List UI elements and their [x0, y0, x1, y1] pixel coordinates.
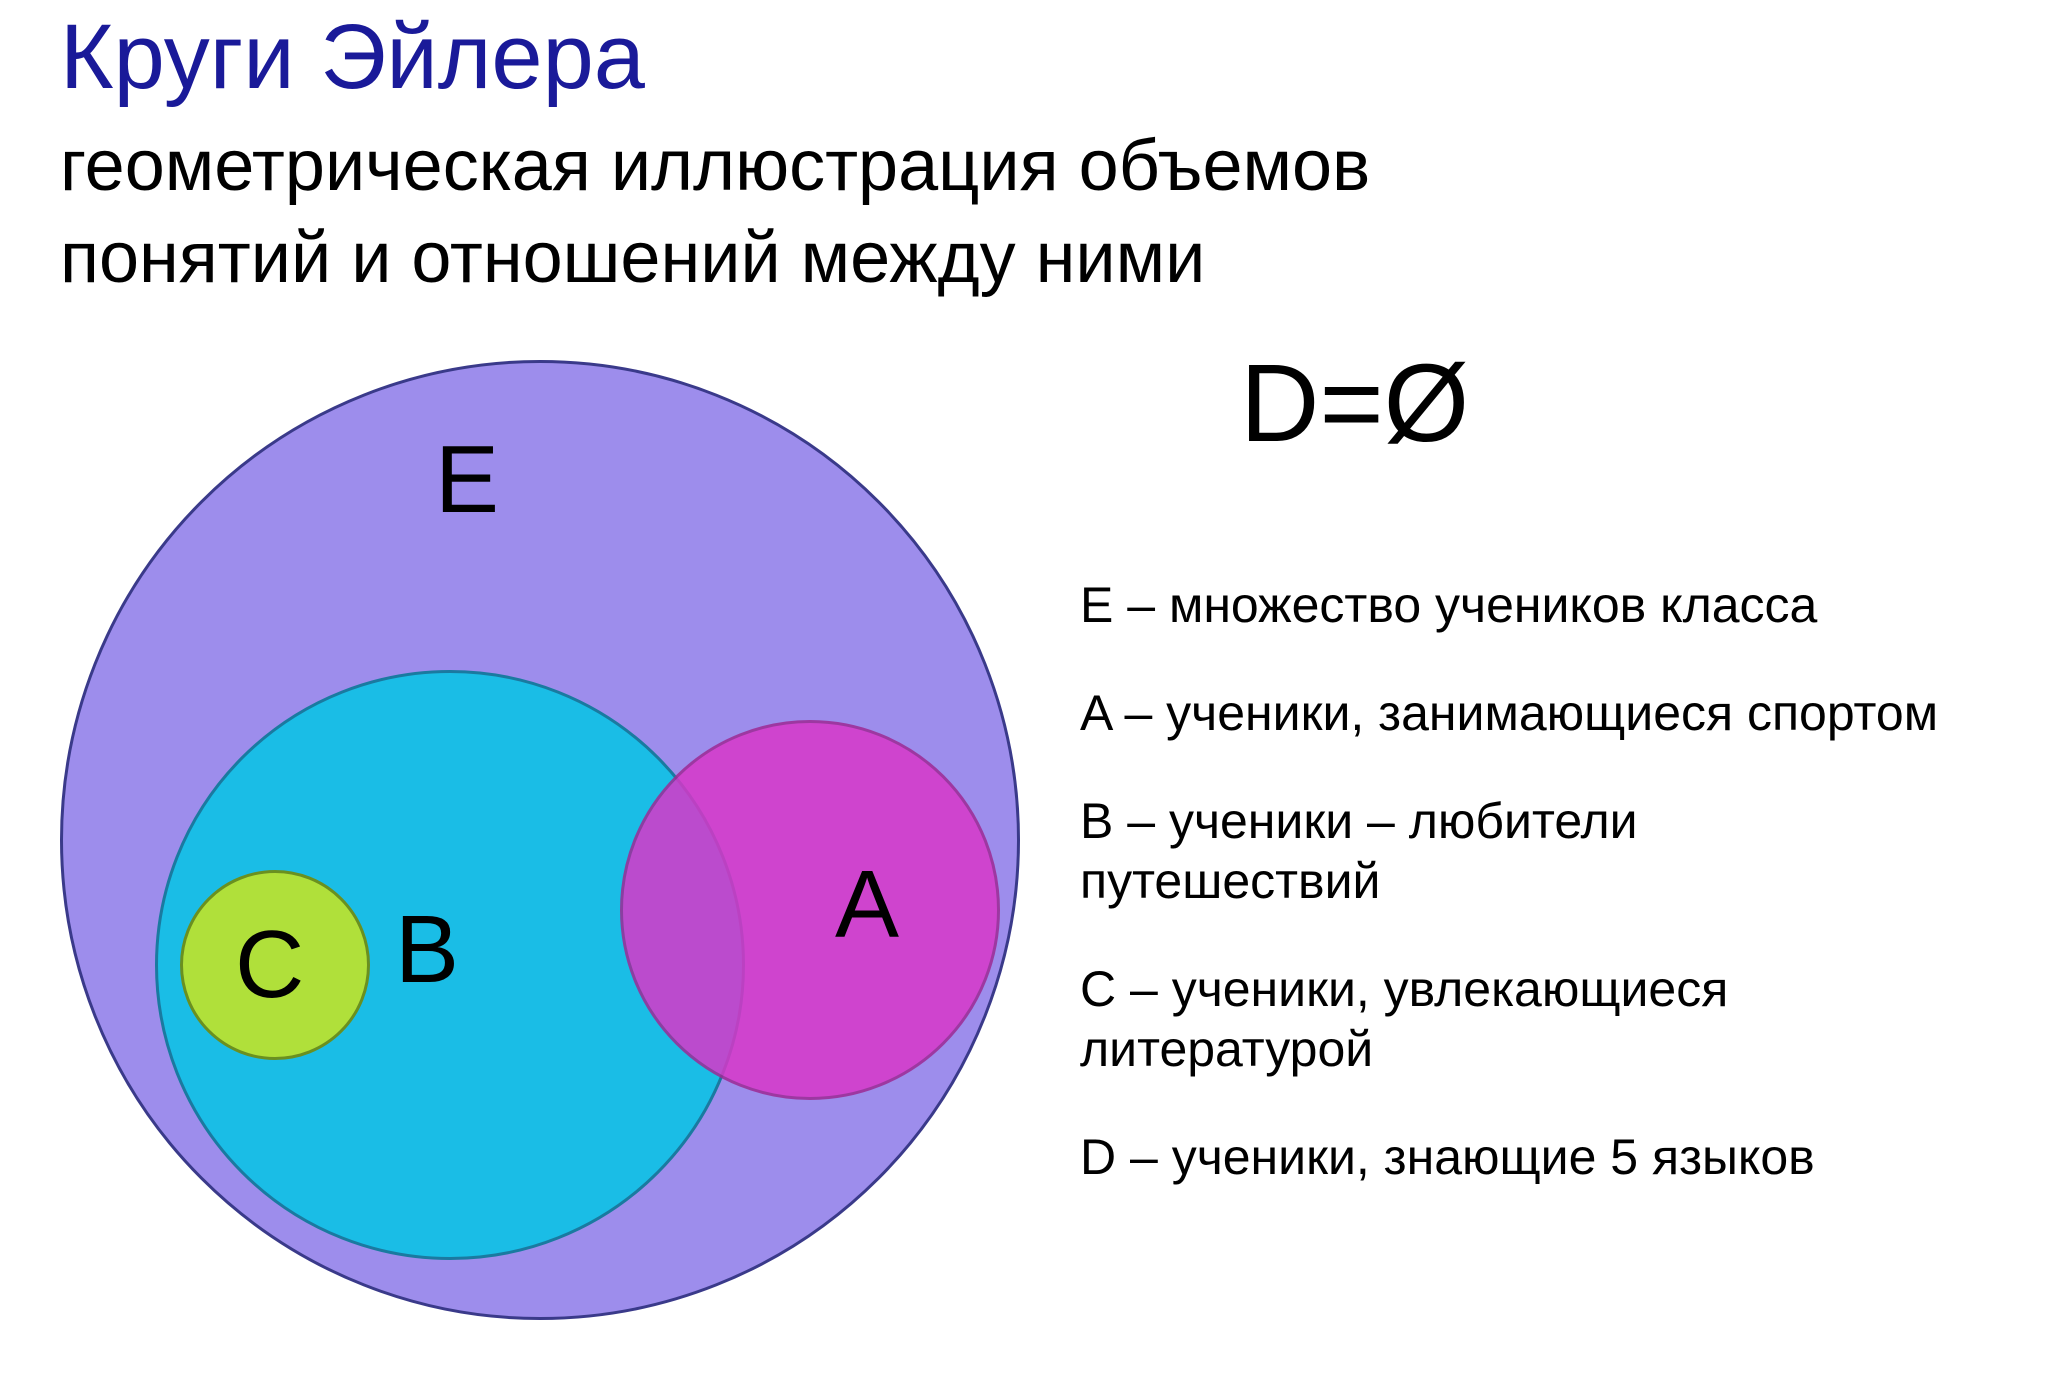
legend-line: литературой — [1080, 1021, 1373, 1077]
subtitle-line2: понятий и отношений между ними — [60, 218, 1205, 298]
legend-item: A – ученики, занимающиеся спортом — [1080, 683, 1938, 743]
equation-d-empty: D=Ø — [1240, 340, 1469, 467]
euler-diagram: E B A C — [60, 360, 1020, 1320]
circle-A — [620, 720, 1000, 1100]
legend-line: путешествий — [1080, 853, 1380, 909]
legend-item: E – множество учеников класса — [1080, 575, 1938, 635]
circle-label-E: E — [435, 425, 499, 535]
legend-item: D – ученики, знающие 5 языков — [1080, 1127, 1938, 1187]
circle-label-B: B — [395, 895, 459, 1005]
legend: E – множество учеников класса A – ученики… — [1080, 575, 1938, 1235]
legend-line: D – ученики, знающие 5 языков — [1080, 1129, 1815, 1185]
legend-line: B – ученики – любители — [1080, 793, 1638, 849]
circle-label-C: C — [235, 910, 304, 1020]
page-title: Круги Эйлера — [60, 5, 645, 110]
subtitle-line1: геометрическая иллюстрация объемов — [60, 126, 1370, 206]
legend-line: E – множество учеников класса — [1080, 577, 1817, 633]
legend-line: C – ученики, увлекающиеся — [1080, 961, 1728, 1017]
subtitle: геометрическая иллюстрация объемов понят… — [60, 120, 1370, 304]
legend-item: B – ученики – любителипутешествий — [1080, 791, 1938, 911]
circle-label-A: A — [835, 850, 899, 960]
legend-item: C – ученики, увлекающиесялитературой — [1080, 959, 1938, 1079]
legend-line: A – ученики, занимающиеся спортом — [1080, 685, 1938, 741]
